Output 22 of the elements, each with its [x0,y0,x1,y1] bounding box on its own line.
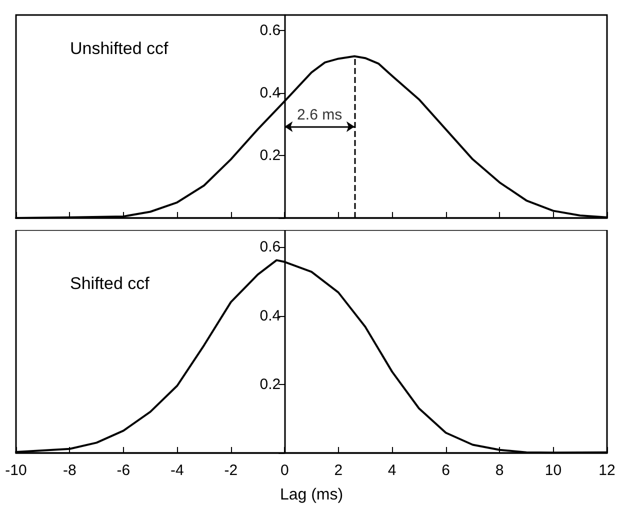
text: Shifted ccf [70,274,150,293]
x-tick-label: -10 [5,462,27,479]
x-tick-label: 4 [388,462,396,479]
y-tick-label: 0.6 [260,238,281,256]
annotation: 2.6 ms [297,106,342,124]
x-tick-label: -6 [116,462,130,479]
text: Unshifted ccf [70,39,169,58]
x-tick-label: 8 [495,462,504,479]
x-axis-title: Lag (ms) [280,486,344,504]
x-tick-label: -2 [224,462,238,479]
x-tick-label: 6 [442,462,450,479]
x-tick-label: -4 [170,462,184,479]
x-tick-label: -8 [63,462,76,479]
y-tick-label: 0.4 [260,307,281,324]
x-tick-label: 12 [598,462,616,479]
y-tick-label: 0.4 [260,84,281,102]
y-tick-label: 0.6 [260,22,281,40]
x-tick-label: 0 [280,462,289,479]
y-tick-label: 0.2 [260,147,281,164]
x-tick-label: 10 [544,462,562,479]
y-tick-label: 0.2 [260,376,281,393]
x-tick-label: 2 [334,462,343,479]
